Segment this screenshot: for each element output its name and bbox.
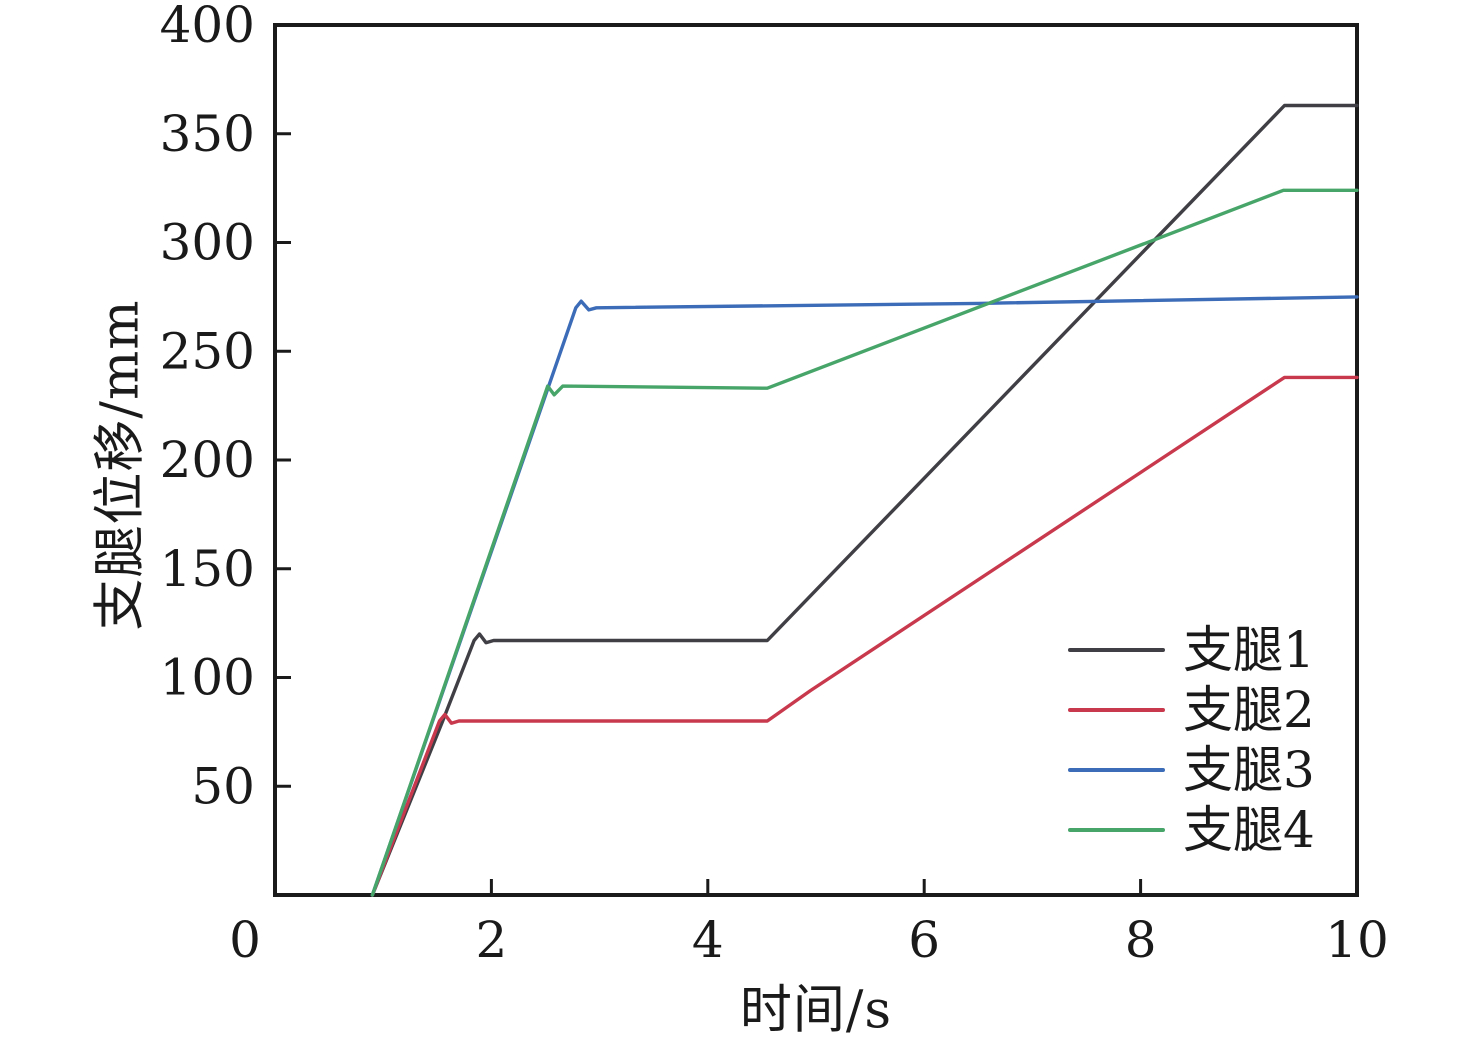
series-line-1 xyxy=(370,103,1359,897)
series-line-3 xyxy=(370,295,1359,897)
legend-line-swatch-4 xyxy=(1068,828,1165,832)
y-tick-label: 400 xyxy=(160,0,255,54)
y-tick-label: 50 xyxy=(191,757,255,815)
y-axis-title: 支腿位移/mm xyxy=(90,299,151,631)
x-tick-label: 0 xyxy=(229,911,261,969)
y-tick-label: 300 xyxy=(160,214,255,272)
y-tick-label: 100 xyxy=(160,649,255,707)
legend-item-2: 支腿2 xyxy=(1068,680,1315,740)
x-tick-label: 4 xyxy=(692,911,724,969)
legend-item-4: 支腿4 xyxy=(1068,800,1315,860)
series-line-4 xyxy=(370,188,1359,897)
legend-line-swatch-1 xyxy=(1068,648,1165,652)
legend-item-1: 支腿1 xyxy=(1068,620,1315,680)
legend-line-swatch-3 xyxy=(1068,768,1165,772)
x-axis-title: 时间/s xyxy=(739,980,893,1041)
y-tick-label: 200 xyxy=(160,431,255,489)
y-tick-label: 350 xyxy=(160,105,255,163)
legend-line-swatch-2 xyxy=(1068,708,1165,712)
legend-label-1: 支腿1 xyxy=(1183,621,1315,679)
legend-label-2: 支腿2 xyxy=(1183,681,1315,739)
x-tick-label: 10 xyxy=(1325,911,1389,969)
x-tick-label: 8 xyxy=(1125,911,1157,969)
legend-label-4: 支腿4 xyxy=(1183,801,1315,859)
legend-item-3: 支腿3 xyxy=(1068,740,1315,800)
legend-label-3: 支腿3 xyxy=(1183,741,1315,799)
series-line-2 xyxy=(370,375,1359,897)
legend: 支腿1 支腿2 支腿3 支腿4 xyxy=(1068,620,1315,860)
x-tick-label: 2 xyxy=(475,911,507,969)
x-tick-label: 6 xyxy=(908,911,940,969)
y-tick-label: 150 xyxy=(160,540,255,598)
y-tick-label: 250 xyxy=(160,322,255,380)
